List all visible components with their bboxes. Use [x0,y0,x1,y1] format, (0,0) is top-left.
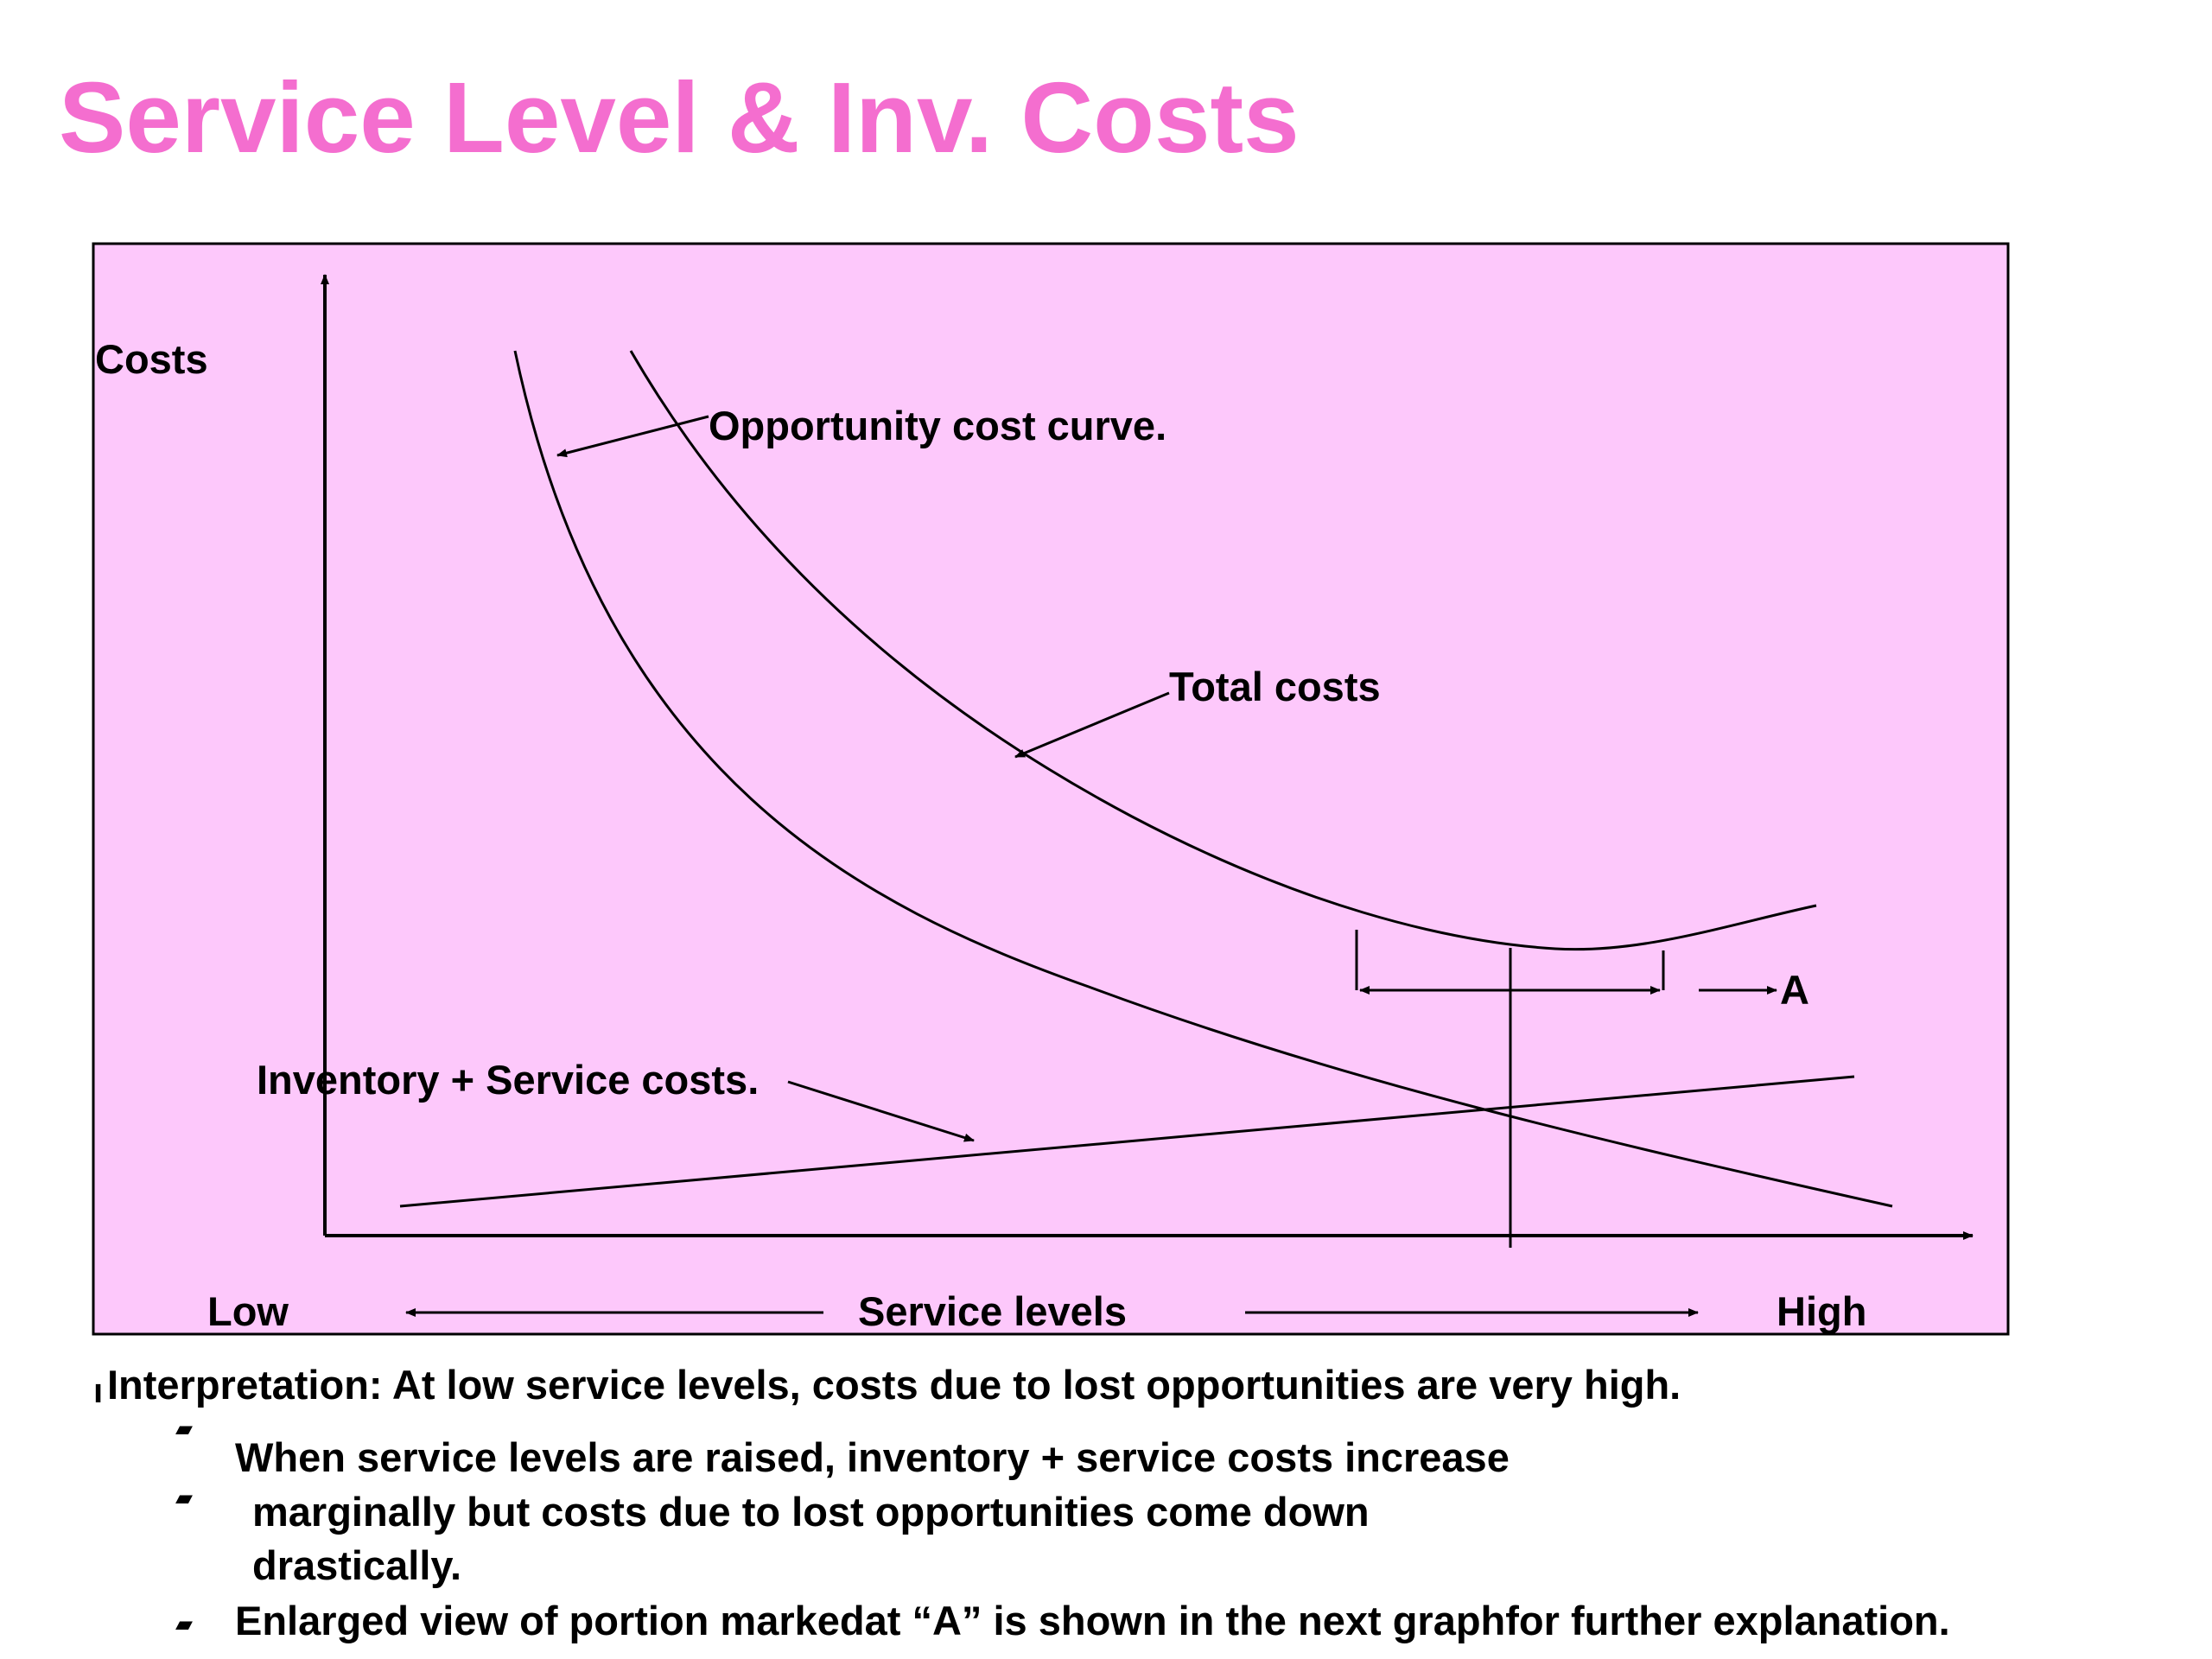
diagram-panel [92,242,2010,1336]
interpretation-line-4: Enlarged view of portion markedat “A” is… [235,1598,1950,1643]
total-costs-label: Total costs [1169,664,1381,709]
y-axis-label: Costs [95,336,208,382]
inventory-service-label: Inventory + Service costs. [257,1057,759,1103]
opportunity-cost-curve [513,350,1893,1208]
interpretation-marker: ı [93,1372,104,1410]
total-cost-curve [629,350,1817,951]
clapperboard-icon: ▰ [175,1416,193,1442]
inventory-service-cost-line [399,1075,1855,1208]
clapperboard-icon: ▰ [175,1611,193,1637]
total-label-leader [1014,691,1170,759]
interpretation-line-3: drastically. [252,1542,462,1588]
opportunity-cost-label: Opportunity cost curve. [709,403,1166,448]
slide-title: Service Level & Inv. Costs [59,61,1300,174]
interpretation-line-2: marginally but costs due to lost opportu… [252,1489,1370,1535]
x-axis-low-label: Low [207,1288,289,1334]
x-axis-center-label: Service levels [858,1288,1127,1334]
region-a-label: A [1780,967,1809,1013]
clapperboard-icon: ▰ [175,1485,193,1511]
interpretation-line-1: When service levels are raised, inventor… [235,1434,1510,1480]
inventory-label-leader [787,1080,975,1142]
x-axis-high-label: High [1777,1288,1866,1334]
opportunity-label-leader [556,415,709,458]
interpretation-lead: Interpretation: At low service levels, c… [107,1362,1681,1408]
